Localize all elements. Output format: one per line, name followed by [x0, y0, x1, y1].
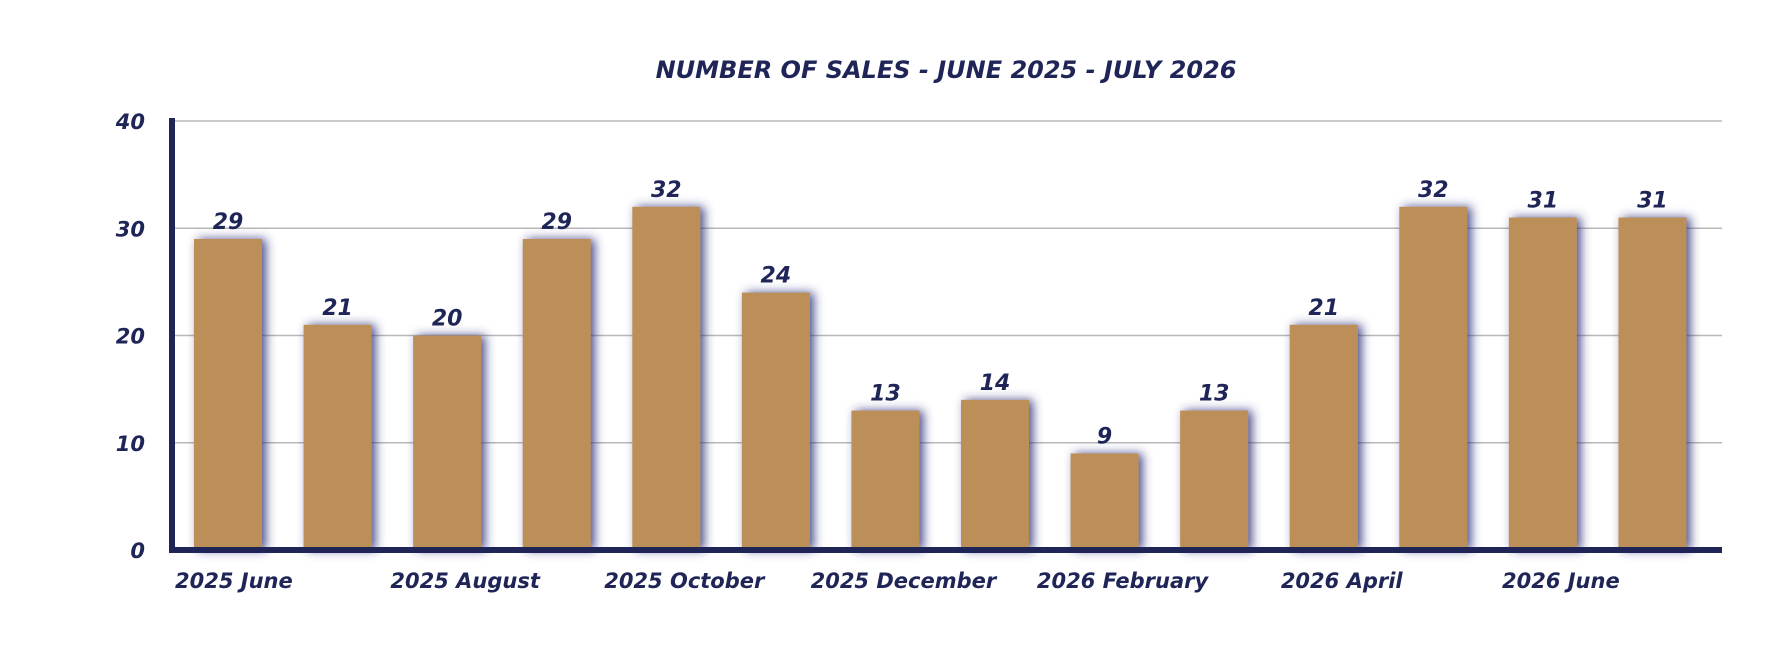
bar: [1618, 217, 1687, 550]
bar: [194, 238, 262, 550]
bar: [632, 206, 701, 551]
bar: [1070, 453, 1139, 550]
chart-title: NUMBER OF SALES - JUNE 2025 - JULY 2026: [655, 56, 1237, 84]
data-label: 32: [651, 178, 682, 203]
x-tick-label: 2025 June: [175, 569, 293, 593]
bars: [194, 206, 1687, 551]
data-label: 13: [1199, 382, 1230, 407]
x-axis-ticks: 2025 June 2025 August 2025 October 2025 Dec…: [175, 569, 1620, 593]
axes: [169, 118, 1722, 553]
y-tick-label: 0: [130, 539, 145, 563]
y-tick-label: 10: [116, 432, 145, 456]
data-label: 32: [1418, 178, 1449, 203]
data-label: 24: [761, 264, 792, 289]
bar: [1289, 324, 1358, 550]
y-tick-label: 30: [116, 217, 145, 241]
y-tick-label: 20: [116, 325, 145, 349]
data-label: 20: [432, 307, 463, 332]
data-label: 21: [322, 296, 353, 321]
x-tick-label: 2025 August: [390, 569, 540, 593]
data-label: 14: [980, 371, 1011, 396]
data-labels: 29 21 20 29 32 24 13 14 9 13 21 32 31 31: [213, 178, 1668, 450]
data-label: 29: [541, 210, 572, 235]
bar: [851, 410, 920, 550]
bar: [1399, 206, 1468, 551]
bar: [1180, 410, 1249, 550]
data-label: 13: [870, 382, 901, 407]
y-axis-ticks: 0 10 20 30 40: [115, 110, 145, 563]
x-tick-label: 2026 February: [1037, 569, 1210, 593]
x-tick-label: 2026 April: [1281, 569, 1404, 593]
bar: [741, 292, 810, 550]
y-tick-label: 40: [115, 110, 145, 134]
x-tick-label: 2026 June: [1502, 569, 1620, 593]
data-label: 31: [1637, 189, 1668, 214]
bar: [522, 238, 591, 550]
grid-lines: [172, 120, 1722, 444]
bar: [961, 399, 1029, 550]
x-tick-label: 2025 October: [604, 569, 766, 593]
bar: [303, 324, 372, 550]
data-label: 21: [1308, 296, 1339, 321]
data-label: 9: [1097, 424, 1112, 449]
data-label: 31: [1528, 189, 1559, 214]
x-tick-label: 2025 December: [811, 569, 998, 593]
bar: [1508, 217, 1577, 550]
bar: [413, 335, 482, 550]
data-label: 29: [213, 210, 244, 235]
